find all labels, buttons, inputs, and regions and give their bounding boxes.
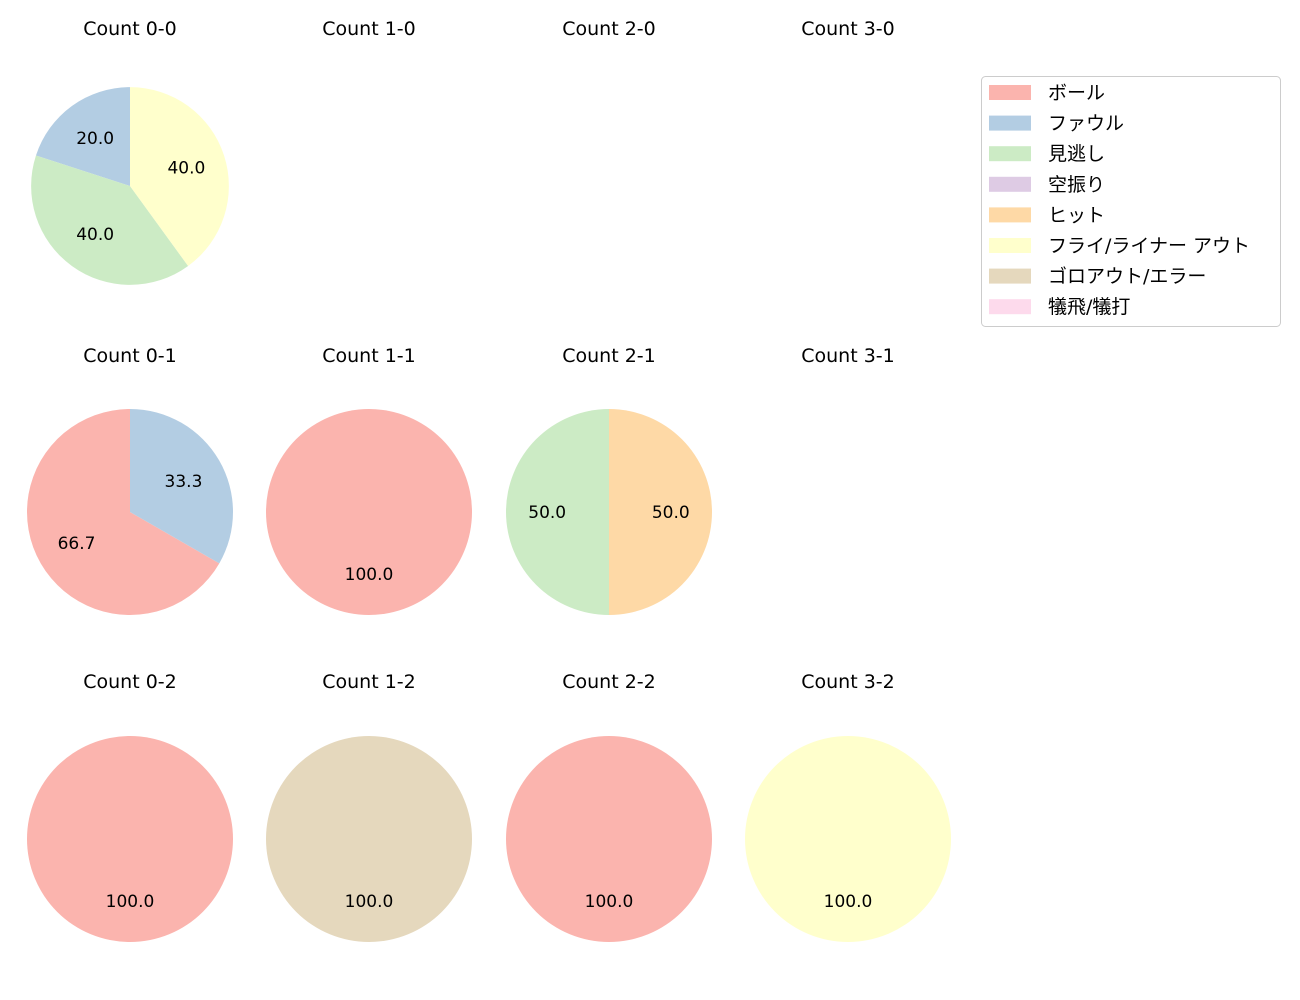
- pie-slice: [506, 409, 609, 615]
- legend-entry-label: ファウル: [1048, 113, 1124, 135]
- legend-frame: [981, 76, 1281, 327]
- pie-title: Count 0-2: [83, 671, 177, 693]
- pie-slice: [506, 736, 712, 942]
- legend-entry-label: ボール: [1048, 82, 1105, 104]
- pie-slice-label: 100.0: [824, 892, 873, 912]
- pie-10: Count 1-2 100.0: [266, 671, 472, 942]
- pie-slice-label: 50.0: [652, 503, 690, 523]
- pie-slice-label: 100.0: [585, 892, 634, 912]
- legend-entry-label: ヒット: [1048, 204, 1105, 226]
- pie-slice-label: 40.0: [76, 225, 114, 245]
- pie-title: Count 3-2: [801, 671, 895, 693]
- legend-swatch: [989, 299, 1031, 315]
- pie-title: Count 0-0: [83, 18, 177, 40]
- pie-slice: [27, 736, 233, 942]
- pie-slice: [130, 409, 234, 564]
- pie-title: Count 2-0: [562, 18, 656, 40]
- pie-slice-label: 50.0: [528, 503, 566, 523]
- pie-slice: [27, 409, 220, 615]
- pie-title: Count 0-1: [83, 345, 177, 367]
- pie-title: Count 2-1: [562, 345, 656, 367]
- pie-title: Count 1-2: [322, 671, 416, 693]
- pie-8: Count 3-1: [801, 345, 895, 367]
- pie-2: Count 1-0: [322, 18, 416, 40]
- pie-slice-label: 66.7: [58, 534, 96, 554]
- pie-slice-label: 20.0: [76, 129, 114, 149]
- pie-slice: [609, 409, 712, 615]
- pie-title: Count 2-2: [562, 671, 656, 693]
- pie-slice-label: 100.0: [106, 892, 155, 912]
- pie-7: Count 2-1 50.0 50.0: [506, 345, 712, 615]
- pie-title: Count 3-0: [801, 18, 895, 40]
- pie-slice: [745, 736, 951, 942]
- pie-slice-label: 40.0: [167, 159, 205, 179]
- pie-9: Count 0-2 100.0: [27, 671, 233, 942]
- pie-title: Count 1-0: [322, 18, 416, 40]
- pie-slice-label: 100.0: [345, 565, 394, 585]
- legend-swatch: [989, 85, 1031, 100]
- pie-slice: [266, 409, 472, 615]
- pie-1: Count 0-0 20.0 40.0 40.0: [31, 18, 229, 285]
- pie-slice: [130, 87, 229, 266]
- legend-entry-label: フライ/ライナー アウト: [1048, 235, 1250, 257]
- legend-swatch: [989, 176, 1031, 192]
- pie-title: Count 1-1: [322, 345, 416, 367]
- pie-3: Count 2-0: [562, 18, 656, 40]
- pie-5: Count 0-1 66.7 33.3: [27, 345, 234, 615]
- pie-slice: [266, 736, 472, 942]
- pie-12: Count 3-2 100.0: [745, 671, 951, 942]
- pie-slice: [35, 87, 130, 186]
- legend-swatch: [989, 268, 1031, 284]
- legend-swatch: [989, 207, 1031, 223]
- pie-4: Count 3-0: [801, 18, 895, 40]
- legend-swatch: [989, 115, 1031, 131]
- legend-swatch: [989, 146, 1031, 162]
- pie-slice-label: 100.0: [345, 892, 394, 912]
- pie-6: Count 1-1 100.0: [266, 345, 472, 615]
- pie-slice-label: 33.3: [165, 472, 203, 492]
- pie-11: Count 2-2 100.0: [506, 671, 712, 942]
- pie-slice: [31, 155, 189, 285]
- legend-entry-label: 見逃し: [1048, 143, 1105, 165]
- legend-entry-label: 空振り: [1048, 174, 1105, 196]
- legend-swatch: [989, 238, 1031, 253]
- legend-entry-label: 犠飛/犠打: [1048, 296, 1130, 318]
- pie-title: Count 3-1: [801, 345, 895, 367]
- legend-entry-label: ゴロアウト/エラー: [1048, 266, 1206, 288]
